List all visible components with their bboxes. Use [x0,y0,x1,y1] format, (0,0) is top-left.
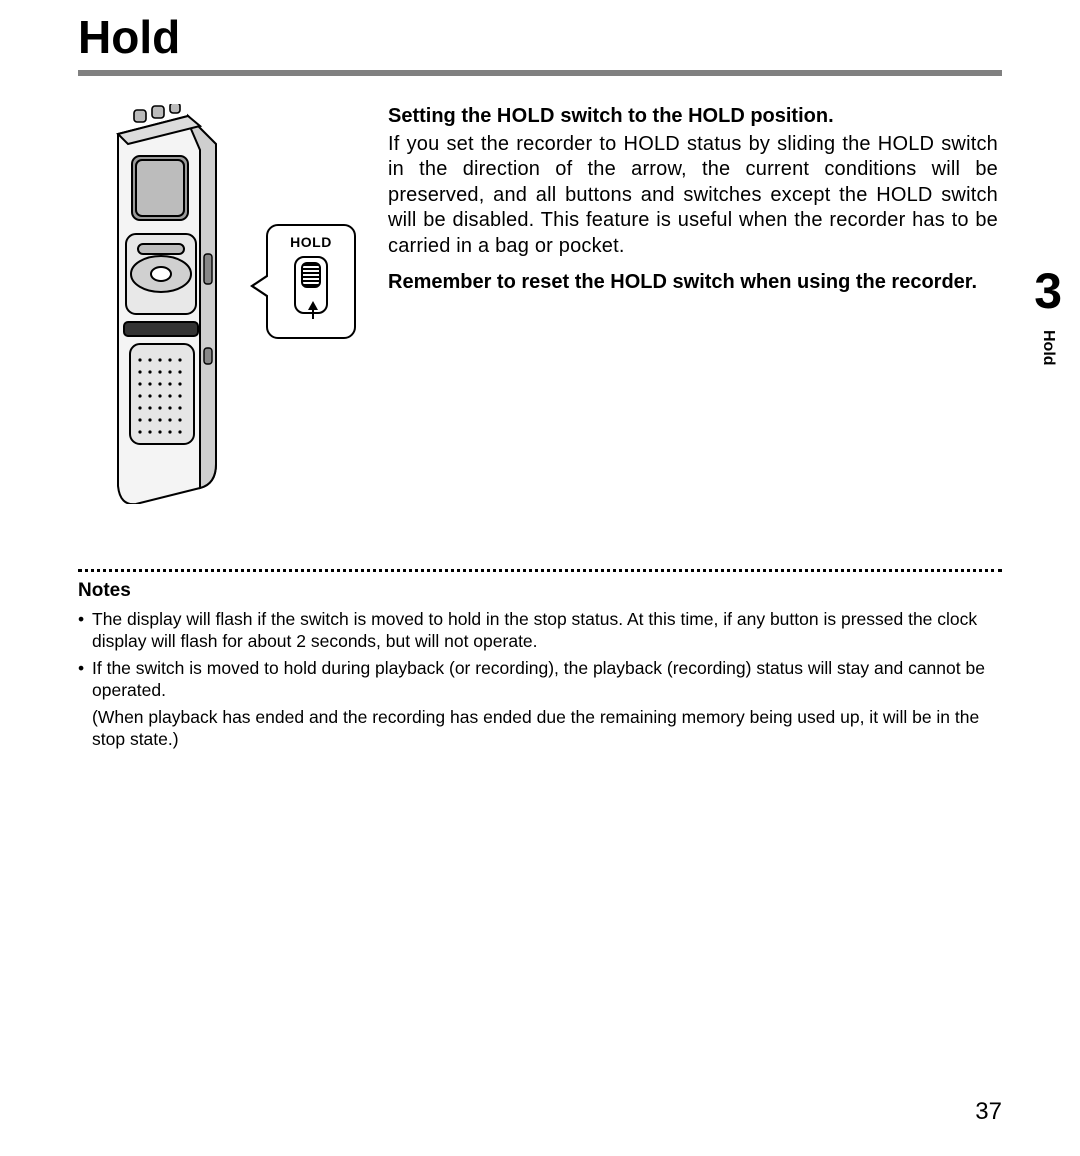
reminder-line: Remember to reset the HOLD switch when u… [388,270,998,296]
chapter-number: 3 [1034,266,1062,316]
manual-page: Hold [0,0,1080,750]
device-illustration: HOLD [88,104,348,519]
hold-switch-icon [294,256,328,314]
device-column: HOLD [78,104,358,519]
recorder-device-icon [88,104,228,504]
note-item: The display will flash if the switch is … [78,608,1002,653]
subhead-suffix: switch to the HOLD position. [555,105,834,127]
subhead-prefix: Setting the [388,105,497,127]
dotted-divider [78,569,1002,572]
page-title: Hold [78,10,1002,64]
hold-switch-callout: HOLD [266,224,356,339]
note-subtext: (When playback has ended and the recordi… [78,706,1002,751]
callout-label: HOLD [268,234,354,250]
section-subheading: Setting the HOLD switch to the HOLD posi… [388,104,998,130]
reminder-suffix: switch when using the recorder. [667,271,977,293]
content-row: HOLD Setting the HOLD switch to the HOLD… [78,104,1002,519]
text-column: Setting the HOLD switch to the HOLD posi… [388,104,1002,295]
reminder-hold-word: HOLD [610,271,667,293]
chapter-tab: 3 Hold [1034,266,1062,366]
notes-heading: Notes [78,580,1002,602]
horizontal-rule [78,70,1002,76]
chapter-label: Hold [1039,330,1057,366]
body-paragraph: If you set the recorder to HOLD status b… [388,132,998,260]
subhead-hold-word: HOLD [497,105,555,127]
notes-list: The display will flash if the switch is … [78,608,1002,702]
reminder-prefix: Remember to reset the [388,271,610,293]
page-number: 37 [975,1098,1002,1126]
note-item: If the switch is moved to hold during pl… [78,657,1002,702]
